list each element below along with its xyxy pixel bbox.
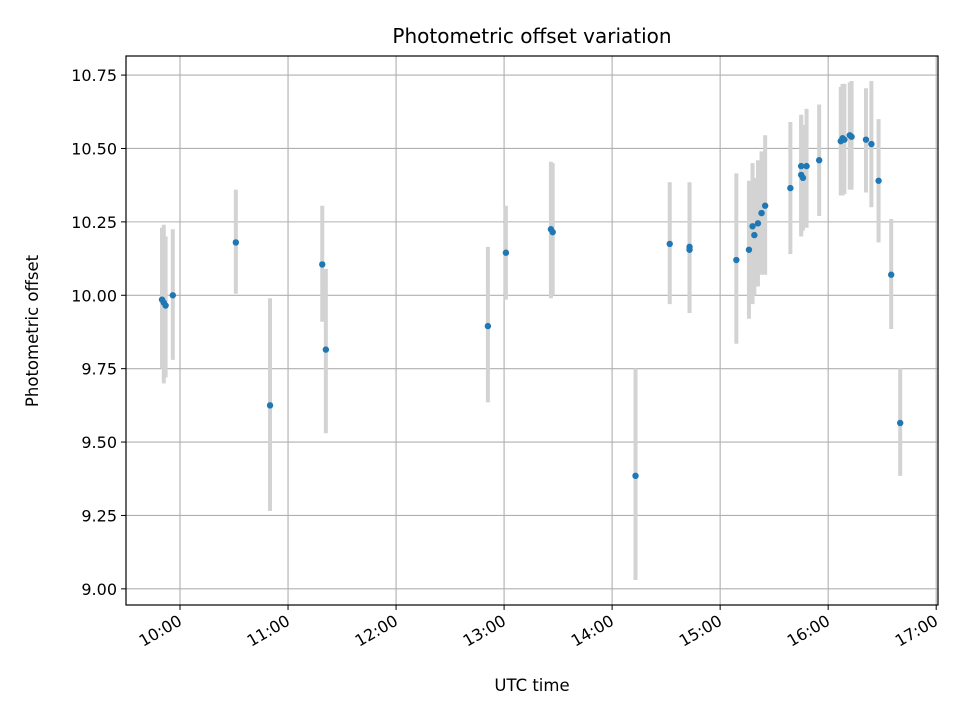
x-tick-label: 11:00 [244, 611, 293, 651]
data-point [787, 184, 794, 192]
y-tick-label: 10.75 [71, 66, 117, 85]
data-point [841, 136, 848, 143]
y-axis-label: Photometric offset [23, 254, 42, 407]
x-axis-label: UTC time [494, 676, 569, 695]
data-point [745, 246, 753, 253]
data-point [749, 223, 756, 230]
data-point [868, 140, 875, 148]
data-point [896, 419, 904, 427]
data-point [799, 174, 807, 182]
data-point [815, 157, 823, 164]
y-tick-label: 10.25 [71, 213, 117, 232]
y-tick-label: 10.50 [71, 139, 117, 158]
data-point [751, 231, 758, 239]
data-point [322, 346, 330, 353]
data-point [632, 472, 639, 480]
y-tick-label: 9.00 [81, 580, 117, 599]
x-tick-label: 14:00 [568, 611, 617, 651]
error-bars [160, 80, 903, 581]
y-axis: 9.00 9.25 9.50 9.75 10.00 10.25 10.50 10.75 [71, 66, 126, 599]
data-point [761, 202, 769, 209]
y-tick-label: 10.00 [71, 286, 117, 305]
x-tick-label: 10:00 [136, 611, 185, 651]
x-tick-label: 12:00 [352, 611, 401, 651]
data-points [158, 132, 904, 480]
data-point [848, 133, 855, 140]
data-point [266, 402, 274, 409]
plot-frame [125, 55, 939, 606]
data-point [162, 302, 169, 309]
y-tick-label: 9.75 [81, 360, 117, 379]
data-point [484, 322, 492, 330]
data-point [666, 240, 673, 248]
chart-title: Photometric offset variation [392, 24, 671, 48]
data-point [758, 209, 765, 217]
x-axis: 10:00 11:00 12:00 13:00 14:00 15:00 16:00 17:00 [136, 605, 941, 651]
x-tick-label: 15:00 [676, 611, 725, 651]
data-point [169, 292, 177, 299]
grid [126, 56, 938, 605]
data-point [319, 261, 326, 268]
data-point [862, 136, 870, 143]
data-point [887, 271, 895, 278]
data-point [754, 220, 762, 227]
data-point [686, 246, 693, 253]
data-point [797, 162, 805, 170]
data-point [733, 256, 740, 264]
data-point [549, 228, 556, 236]
y-tick-label: 9.50 [81, 433, 117, 452]
data-point [875, 177, 882, 184]
data-point [502, 249, 510, 256]
y-tick-label: 9.25 [81, 506, 117, 525]
data-point [803, 162, 810, 170]
x-tick-label: 13:00 [460, 611, 509, 651]
x-tick-label: 16:00 [784, 611, 833, 651]
data-point [232, 239, 240, 246]
x-tick-label: 17:00 [892, 611, 941, 651]
